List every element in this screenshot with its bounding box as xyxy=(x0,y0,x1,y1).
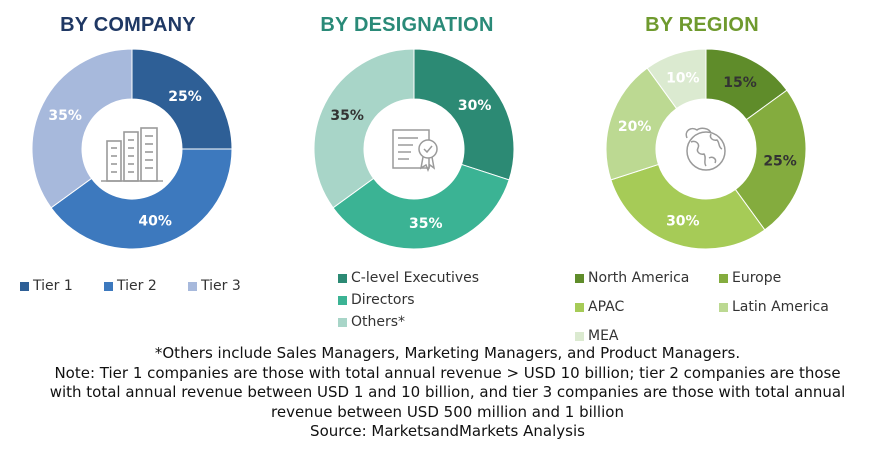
data-label: 30% xyxy=(458,98,492,114)
legend-swatch xyxy=(20,281,29,291)
legend-swatch xyxy=(719,302,728,312)
globe-icon xyxy=(685,127,726,171)
chart-title-company: BY COMPANY xyxy=(60,14,196,36)
legend-swatch xyxy=(188,281,197,291)
data-label: 25% xyxy=(168,89,202,105)
donut-slice-latin-america xyxy=(605,67,678,181)
legend-swatch xyxy=(338,295,347,305)
donut-hole xyxy=(672,115,740,183)
others-footnote: *Others include Sales Managers, Marketin… xyxy=(154,344,741,362)
legend-label: C-level Executives xyxy=(351,270,480,286)
legend-label: Others* xyxy=(351,314,406,330)
legend-label: APAC xyxy=(588,299,625,315)
legend-designation: C-level Executives Directors Others* xyxy=(338,270,538,336)
legend-label: MEA xyxy=(588,328,619,344)
legend-swatch xyxy=(575,302,584,312)
donut-slice-mea xyxy=(646,48,707,110)
legend-swatch xyxy=(338,317,347,327)
donut-slice-tier-3 xyxy=(31,48,133,209)
legend-region: North America Europe APAC Latin America MEA xyxy=(575,270,875,344)
note-line-2: with total annual revenue between USD 1 … xyxy=(49,383,846,401)
legend-swatch xyxy=(338,273,347,283)
legend-company: Tier 1 Tier 2 Tier 3 xyxy=(20,278,280,298)
chart-title-region: BY REGION xyxy=(645,14,759,36)
legend-item: APAC xyxy=(575,299,624,315)
legend-label: Tier 1 xyxy=(33,278,73,294)
donut-slice-tier-1 xyxy=(131,48,233,150)
donut-slice-europe xyxy=(734,89,807,231)
legend-swatch xyxy=(575,331,584,341)
donut-slice-directors xyxy=(332,163,510,250)
data-label: 35% xyxy=(48,108,82,124)
data-label: 25% xyxy=(763,154,797,170)
donut-hole xyxy=(98,115,166,183)
legend-label: Directors xyxy=(351,292,415,308)
data-label: 30% xyxy=(666,213,700,229)
chart-title-designation: BY DESIGNATION xyxy=(320,14,494,36)
source-line: Source: MarketsandMarkets Analysis xyxy=(310,422,585,440)
certificate-icon xyxy=(392,129,438,173)
legend-item: North America xyxy=(575,270,689,286)
data-label: 20% xyxy=(618,119,652,135)
legend-swatch xyxy=(719,273,728,283)
donut-slice-c-level-executives xyxy=(413,48,515,181)
data-label: 40% xyxy=(138,213,172,229)
note-line-1: Note: Tier 1 companies are those with to… xyxy=(54,363,841,382)
legend-item: C-level Executives xyxy=(338,270,479,286)
donut-hole xyxy=(380,115,448,183)
donut-slice-others xyxy=(313,48,415,209)
legend-swatch xyxy=(104,281,113,291)
donut-chart-region: 15% 25% 30% 20% 10% xyxy=(605,48,807,250)
data-label: 10% xyxy=(666,71,700,87)
data-label: 35% xyxy=(409,216,443,232)
data-label: 35% xyxy=(330,108,364,124)
note-line-3: revenue between USD 500 million and 1 bi… xyxy=(271,402,624,421)
legend-item: Tier 1 xyxy=(20,278,73,294)
legend-item: MEA xyxy=(575,328,619,344)
data-label: 15% xyxy=(723,75,757,91)
donut-slice-tier-2 xyxy=(50,148,233,250)
legend-label: Latin America xyxy=(732,299,829,315)
legend-item: Tier 2 xyxy=(104,278,157,294)
donut-chart-company: 25% 40% 35% xyxy=(31,48,233,250)
legend-label: Europe xyxy=(732,270,782,286)
legend-label: Tier 3 xyxy=(201,278,241,294)
legend-swatch xyxy=(575,273,584,283)
legend-item: Tier 3 xyxy=(188,278,241,294)
legend-item: Latin America xyxy=(719,299,829,315)
legend-item: Directors xyxy=(338,292,415,308)
buildings-icon xyxy=(101,127,163,182)
legend-item: Europe xyxy=(719,270,781,286)
footnotes: *Others include Sales Managers, Marketin… xyxy=(0,344,895,442)
donut-slice-apac xyxy=(610,163,766,250)
legend-label: Tier 2 xyxy=(117,278,157,294)
legend-item: Others* xyxy=(338,314,405,330)
legend-label: North America xyxy=(588,270,690,286)
donut-chart-designation: 30% 35% 35% xyxy=(313,48,515,250)
